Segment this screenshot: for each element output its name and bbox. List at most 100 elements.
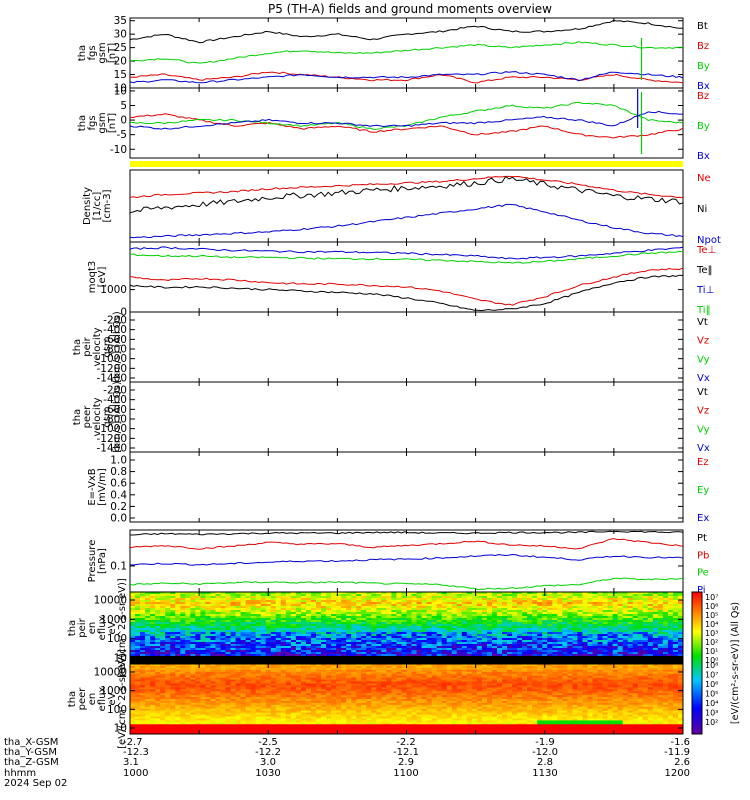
heatmap-cell: [557, 610, 563, 613]
heatmap-cell: [341, 608, 347, 611]
heatmap-cell: [245, 652, 252, 655]
heatmap-cell: [502, 636, 508, 639]
heatmap-cell: [632, 640, 639, 643]
heatmap-cell: [160, 665, 166, 669]
heatmap-cell: [491, 598, 498, 601]
heatmap-cell: [592, 610, 598, 613]
heatmap-cell: [366, 610, 372, 613]
heatmap-cell: [617, 608, 624, 611]
heatmap-cell: [336, 632, 342, 635]
heatmap-cell: [135, 632, 141, 635]
heatmap-cell: [486, 654, 493, 657]
heatmap-cell: [270, 616, 277, 619]
heatmap-cell: [426, 610, 433, 613]
y-axis-label-line: [nPa]: [97, 548, 108, 574]
heatmap-cell: [265, 644, 272, 647]
heatmap-cell: [185, 608, 191, 611]
heatmap-cell: [411, 632, 417, 635]
heatmap-cell: [185, 618, 191, 621]
heatmap-cell: [270, 598, 277, 601]
heatmap-cell: [366, 592, 372, 595]
heatmap-cell: [260, 632, 267, 635]
heatmap-cell: [421, 614, 428, 617]
heatmap-cell: [130, 652, 136, 655]
heatmap-cell: [517, 600, 523, 603]
heatmap-cell: [200, 606, 206, 609]
heatmap-cell: [135, 628, 141, 631]
heatmap-cell: [406, 602, 412, 605]
heatmap-cell: [155, 716, 161, 719]
heatmap-cell: [155, 724, 161, 727]
heatmap-cell: [205, 642, 211, 645]
heatmap-cell: [356, 606, 362, 609]
heatmap-cell: [140, 648, 146, 651]
heatmap-cell: [652, 650, 659, 653]
heatmap-cell: [672, 596, 679, 599]
series-line-Bx: [129, 71, 684, 84]
heatmap-cell: [195, 606, 201, 609]
heatmap-cell: [411, 614, 417, 617]
heatmap-cell: [441, 598, 448, 601]
series-line-Ti‖: [129, 250, 684, 264]
heatmap-cell: [316, 622, 322, 625]
heatmap-cell: [240, 630, 247, 633]
heatmap-cell: [612, 630, 619, 633]
heatmap-cell: [270, 606, 277, 609]
heatmap-cell: [532, 612, 538, 615]
heatmap-cell: [677, 642, 684, 645]
heatmap-cell: [461, 618, 468, 621]
heatmap-cell: [647, 610, 654, 613]
heatmap-cell: [195, 618, 201, 621]
y-tick-label: -1200: [96, 433, 127, 445]
heatmap-cell: [356, 628, 362, 631]
heatmap-cell: [165, 642, 171, 645]
heatmap-cell: [130, 693, 136, 696]
heatmap-cell: [270, 644, 277, 647]
heatmap-cell: [627, 638, 634, 641]
heatmap-cell: [135, 687, 141, 690]
heatmap-cell: [135, 630, 141, 633]
heatmap-cell: [632, 614, 639, 617]
heatmap-cell: [295, 596, 302, 599]
heatmap-cell: [642, 600, 649, 603]
heatmap-cell: [331, 650, 337, 653]
heatmap-cell: [245, 654, 252, 657]
heatmap-cell: [155, 606, 161, 609]
heatmap-cell: [502, 630, 508, 633]
heatmap-cell: [175, 648, 181, 651]
heatmap-cell: [652, 632, 659, 635]
heatmap-cell: [612, 634, 619, 637]
heatmap-cell: [547, 600, 553, 603]
heatmap-cell: [210, 638, 216, 641]
heatmap-cell: [426, 602, 433, 605]
heatmap-cell: [195, 646, 201, 649]
heatmap-cell: [135, 714, 141, 717]
heatmap-cell: [597, 638, 603, 641]
heatmap-cell: [471, 602, 478, 605]
heatmap-cell: [512, 634, 518, 637]
heatmap-cell: [547, 592, 553, 595]
heatmap-cell: [265, 620, 272, 623]
heatmap-cell: [280, 622, 287, 625]
heatmap-cell: [507, 628, 513, 631]
heatmap-cell: [637, 612, 644, 615]
heatmap-cell: [336, 624, 342, 627]
heatmap-cell: [466, 646, 473, 649]
heatmap-cell: [185, 632, 191, 635]
heatmap-cell: [326, 650, 332, 653]
heatmap-cell: [587, 594, 593, 597]
heatmap-cell: [135, 610, 141, 613]
heatmap-cell: [356, 624, 362, 627]
heatmap-cell: [316, 650, 322, 653]
heatmap-cell: [471, 640, 478, 643]
heatmap-cell: [381, 594, 387, 597]
heatmap-cell: [130, 669, 136, 673]
heatmap-cell: [622, 640, 629, 643]
heatmap-cell: [547, 652, 553, 655]
heatmap-cell: [210, 612, 216, 615]
heatmap-cell: [657, 626, 664, 629]
heatmap-cell: [642, 636, 649, 639]
heatmap-cell: [677, 600, 684, 603]
heatmap-cell: [547, 612, 553, 615]
heatmap-cell: [135, 681, 141, 684]
